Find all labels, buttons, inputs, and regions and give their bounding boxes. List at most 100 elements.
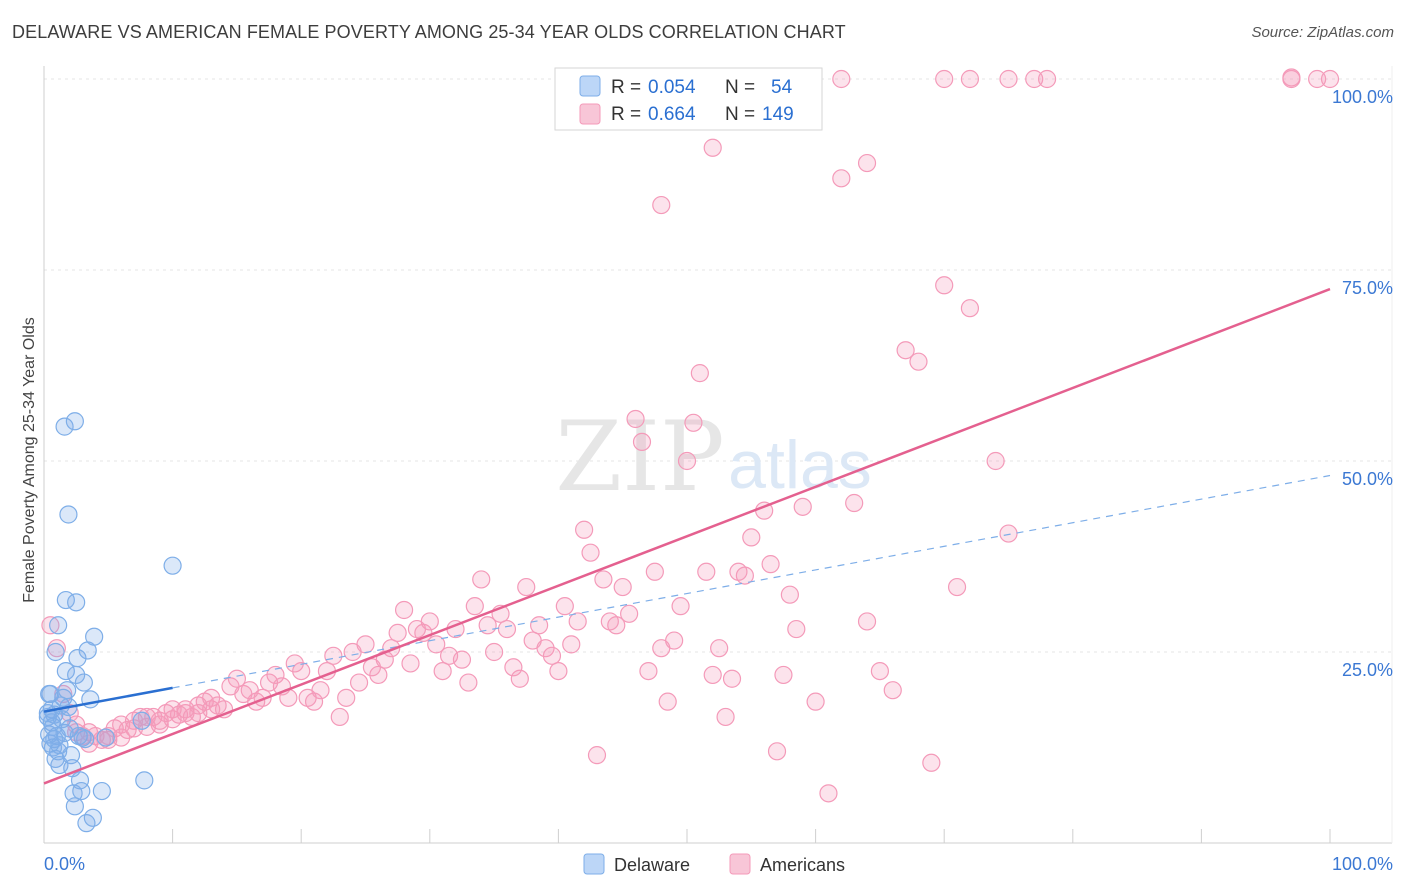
source-label: Source: ZipAtlas.com (1251, 24, 1394, 41)
point-americans-55 (394, 600, 414, 620)
trend-line-delaware (43, 686, 173, 713)
legend-label-americans: Americans (760, 855, 845, 875)
point-americans-96 (658, 692, 677, 711)
point-americans-138 (999, 69, 1018, 89)
point-americans-142 (1308, 69, 1327, 89)
point-americans-73 (510, 669, 529, 688)
point-americans-104 (710, 639, 729, 658)
point-delaware-46 (59, 505, 78, 524)
stats-n-label-1: N = (725, 77, 755, 98)
point-americans-78 (542, 646, 562, 665)
point-delaware-18 (56, 661, 75, 681)
y-tick-label-0: 25.0% (1342, 660, 1393, 680)
point-americans-68 (478, 616, 497, 635)
stats-n-value-2: 149 (762, 104, 794, 125)
point-americans-118 (819, 784, 838, 803)
y-tick-labels: 25.0% 50.0% 75.0% 100.0% (1332, 87, 1393, 680)
point-americans-126 (935, 276, 954, 295)
point-delaware-50 (40, 684, 59, 704)
point-americans-89 (613, 577, 632, 597)
point-americans-85 (587, 746, 607, 765)
point-americans-49 (356, 635, 375, 654)
point-americans-139 (1025, 69, 1044, 89)
point-americans-136 (935, 69, 954, 89)
point-americans-111 (761, 555, 780, 574)
point-americans-90 (620, 604, 639, 623)
point-americans-54 (388, 623, 407, 643)
point-americans-151 (150, 711, 169, 730)
legend-swatch-delaware (583, 853, 605, 875)
point-americans-114 (780, 585, 799, 604)
point-americans-127 (947, 577, 967, 597)
point-delaware-47 (163, 556, 182, 575)
point-americans-29 (227, 669, 246, 688)
point-americans-135 (832, 69, 851, 89)
series-americans-points (41, 68, 1340, 803)
point-americans-137 (960, 69, 980, 89)
stats-n-value-1: 54 (771, 77, 793, 98)
point-americans-35 (266, 665, 285, 685)
point-americans-91 (626, 409, 645, 429)
point-delaware-48 (135, 771, 154, 790)
point-americans-129 (986, 451, 1005, 471)
point-americans-119 (845, 493, 864, 513)
point-americans-131 (652, 195, 671, 215)
point-americans-133 (832, 169, 851, 188)
point-americans-120 (857, 612, 877, 631)
point-americans-82 (568, 612, 587, 631)
point-americans-143 (1320, 69, 1340, 89)
point-americans-77 (536, 639, 555, 658)
point-americans-64 (452, 650, 472, 669)
point-americans-103 (703, 665, 722, 685)
point-delaware-49 (46, 642, 65, 662)
point-americans-117 (806, 692, 825, 711)
point-americans-59 (420, 612, 439, 631)
chart-title: DELAWARE VS AMERICAN FEMALE POVERTY AMON… (12, 22, 846, 42)
point-americans-121 (870, 661, 890, 681)
point-delaware-41 (49, 616, 68, 635)
point-americans-149 (124, 719, 144, 738)
point-delaware-44 (55, 417, 74, 436)
point-delaware-30 (72, 781, 91, 801)
point-americans-69 (485, 642, 504, 662)
point-americans-130 (999, 524, 1018, 543)
legend-swatch-americans (729, 853, 751, 875)
point-americans-122 (883, 681, 902, 700)
point-americans-67 (472, 570, 491, 589)
point-americans-148 (112, 728, 131, 747)
point-delaware-37 (83, 808, 102, 827)
point-americans-41 (304, 692, 324, 711)
stats-swatch-americans (579, 103, 601, 125)
point-americans-108 (735, 566, 754, 585)
point-americans-144 (1282, 68, 1301, 87)
series-delaware-points (38, 412, 182, 833)
watermark: ZIP atlas (555, 401, 871, 513)
point-delaware-53 (132, 711, 151, 730)
point-americans-109 (742, 528, 761, 547)
point-americans-134 (857, 153, 877, 173)
point-americans-105 (716, 707, 735, 727)
point-americans-112 (767, 742, 787, 761)
point-delaware-45 (65, 412, 84, 431)
point-americans-88 (607, 616, 626, 635)
point-americans-116 (793, 497, 812, 516)
data-points (38, 68, 1340, 833)
point-americans-97 (665, 631, 684, 650)
series-legend: Delaware Americans (583, 853, 845, 875)
point-americans-92 (632, 432, 652, 451)
grid-lines (44, 78, 1392, 653)
point-americans-39 (292, 661, 311, 681)
point-americans-128 (960, 299, 980, 318)
watermark-atlas: atlas (728, 427, 872, 503)
point-delaware-22 (61, 746, 81, 765)
stats-r-label-1: R = (611, 77, 641, 98)
point-americans-125 (922, 753, 941, 772)
point-americans-46 (337, 688, 356, 707)
stats-r-value-1: 0.054 (648, 77, 696, 98)
point-delaware-25 (65, 797, 84, 816)
point-americans-12 (118, 720, 137, 740)
point-delaware-40 (96, 728, 115, 747)
point-delaware-27 (68, 649, 87, 668)
point-americans-124 (909, 352, 928, 371)
